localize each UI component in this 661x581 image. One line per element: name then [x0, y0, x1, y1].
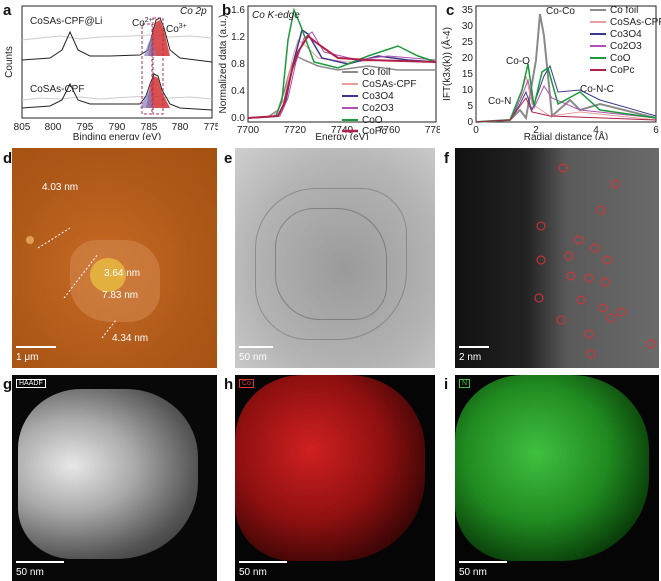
afm-height-3: 7.83 nm — [102, 290, 139, 301]
panel-c-legend: Co foil CoSAs-CPF Co3O4 Co2O3 CoO CoPc — [590, 5, 661, 76]
panel-b-ylabel: Normalized data (a.u.) — [218, 15, 229, 114]
a-xtick: 790 — [109, 122, 126, 133]
panel-d-afm-image: 4.03 nm 3.64 nm 7.83 nm 4.34 nm 1 μm — [12, 148, 217, 368]
a-xtick: 805 — [14, 122, 31, 133]
panel-b-xlabel: Energy (eV) — [315, 132, 368, 140]
panel-a-xps-plot: 805 800 795 790 785 780 775 Binding ener… — [4, 5, 218, 140]
panel-g-label: g — [3, 376, 13, 393]
c-xtick: 6 — [653, 125, 659, 136]
panel-a-co3-label: Co3+ — [166, 23, 187, 35]
a-xtick: 785 — [141, 122, 158, 133]
panel-b-header: Co K-edge — [252, 10, 300, 21]
b-xtick: 7760 — [378, 125, 401, 136]
b-legend-item: CoSAs-CPF — [362, 79, 416, 90]
b-ytick: 0.8 — [231, 59, 245, 70]
b-legend-item: Co2O3 — [362, 103, 394, 114]
panel-e-scale-label: 50 nm — [239, 352, 267, 363]
b-xtick: 7720 — [284, 125, 307, 136]
panel-d-label: d — [3, 150, 13, 167]
panel-f-haadf-atomic-image: 2 nm — [455, 148, 659, 368]
c-legend-item: Co3O4 — [610, 29, 642, 40]
c-legend-item: CoPc — [610, 65, 634, 76]
a-xtick: 780 — [172, 122, 189, 133]
panel-a-xlabel: Binding energy (eV) — [73, 132, 161, 140]
b-xtick: 7700 — [237, 125, 260, 136]
panel-c-exafs-plot: 0 2 4 6 0 5 10 15 20 25 30 35 Radial dis… — [440, 5, 661, 140]
c-ytick: 30 — [462, 21, 474, 32]
panel-h-scale-label: 50 nm — [239, 567, 267, 578]
c-xtick: 4 — [593, 125, 599, 136]
c-ytick: 5 — [467, 101, 473, 112]
panel-c-coo-annotation: Co-O — [506, 56, 530, 67]
b-ytick: 1.2 — [231, 32, 245, 43]
a-xtick: 800 — [45, 122, 62, 133]
panel-g-scalebar — [16, 561, 64, 563]
afm-height-2: 3.64 nm — [104, 268, 141, 279]
panel-b-label: b — [222, 2, 232, 19]
panel-c-ylabel: IFT(k3x(k)) (Å-4) — [440, 27, 453, 101]
panel-d-scalebar — [16, 346, 56, 348]
panel-c-conc-annotation: Co-N-C — [580, 84, 614, 95]
c-legend-item: Co foil — [610, 5, 638, 16]
panel-h-label: h — [224, 376, 234, 393]
c-legend-item: CoSAs-CPF — [610, 17, 661, 28]
panel-e-scalebar — [239, 346, 273, 348]
c-ytick: 25 — [462, 37, 474, 48]
panel-c-label: c — [446, 2, 455, 19]
panel-i-scalebar — [459, 561, 507, 563]
panel-a-trace2-label: CoSAs-CPF — [30, 84, 84, 95]
panel-c-coco-annotation: Co-Co — [546, 6, 575, 17]
panel-g-scale-label: 50 nm — [16, 567, 44, 578]
panel-i-label: i — [444, 376, 449, 393]
panel-f-scale-label: 2 nm — [459, 352, 482, 363]
panel-a-ylabel: Counts — [4, 46, 15, 78]
b-legend-item: Co3O4 — [362, 91, 394, 102]
panel-i-n-map: N 50 nm — [455, 375, 659, 581]
a-xtick: 775 — [204, 122, 218, 133]
panel-h-co-map: Co 50 nm — [235, 375, 435, 581]
panel-h-tag: Co — [239, 379, 254, 388]
panel-i-scale-label: 50 nm — [459, 567, 487, 578]
panel-e-label: e — [224, 150, 233, 167]
a-xtick: 795 — [77, 122, 94, 133]
c-ytick: 10 — [462, 85, 474, 96]
b-legend-item: CoPc — [362, 126, 386, 137]
panel-f-label: f — [444, 150, 449, 167]
panel-a-trace1-label: CoSAs-CPF@Li — [30, 16, 102, 27]
panel-a-label: a — [3, 2, 12, 19]
c-legend-item: Co2O3 — [610, 41, 642, 52]
b-legend-item: Co foil — [362, 67, 390, 78]
c-ytick: 15 — [462, 69, 474, 80]
panel-d-scale-label: 1 μm — [16, 352, 39, 363]
afm-height-4: 4.34 nm — [112, 333, 149, 344]
c-ytick: 35 — [462, 5, 474, 16]
panel-g-tag: HAADF — [16, 379, 46, 388]
b-ytick: 1.6 — [231, 5, 245, 16]
panel-i-tag: N — [459, 379, 471, 388]
c-ytick: 20 — [462, 53, 474, 64]
b-ytick: 0.4 — [231, 86, 245, 97]
b-legend-item: CoO — [362, 115, 383, 126]
panel-c-xlabel: Radial distance (Å) — [524, 130, 608, 140]
panel-g-haadf-image: HAADF 50 nm — [12, 375, 217, 581]
panel-h-scalebar — [239, 561, 287, 563]
panel-c-con-annotation: Co-N — [488, 96, 511, 107]
panel-a-co2-label: Co2+ — [132, 17, 153, 29]
c-xtick: 2 — [533, 125, 539, 136]
panel-a-header: Co 2p — [180, 6, 207, 17]
b-ytick: 0.0 — [231, 113, 245, 124]
panel-f-scalebar — [459, 346, 489, 348]
panel-e-tem-image: 50 nm — [235, 148, 435, 368]
panel-b-legend: Co foil CoSAs-CPF Co3O4 Co2O3 CoO CoPc — [342, 67, 416, 137]
c-ytick: 0 — [467, 117, 473, 128]
afm-height-1: 4.03 nm — [42, 182, 79, 193]
c-xtick: 0 — [473, 125, 479, 136]
c-legend-item: CoO — [610, 53, 631, 64]
panel-a-xticks: 805 800 795 790 785 780 775 — [14, 122, 218, 133]
